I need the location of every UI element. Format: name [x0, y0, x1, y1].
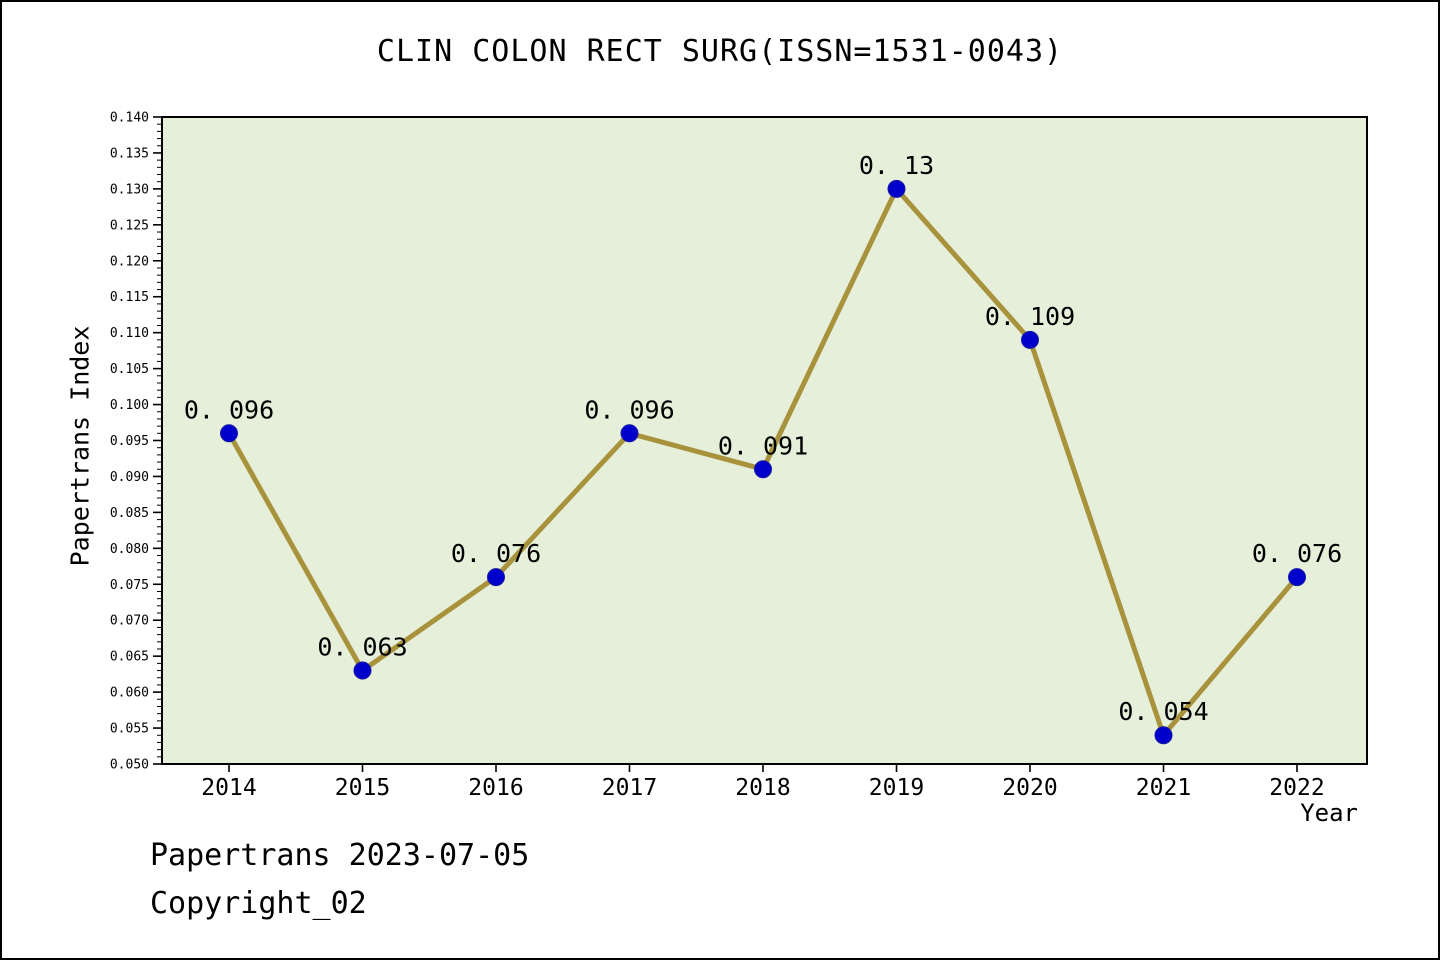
y-tick-label: 0.125 [110, 218, 149, 233]
y-tick-label: 0.135 [110, 146, 149, 161]
data-point [487, 568, 505, 587]
x-tick-label: 2021 [1136, 775, 1191, 801]
x-tick-label: 2014 [201, 775, 256, 801]
y-axis-title: Papertrans Index [65, 325, 95, 567]
y-tick-label: 0.100 [110, 398, 149, 413]
data-point [620, 424, 639, 443]
y-tick-label: 0.095 [110, 434, 149, 449]
data-point-label: 0. 096 [584, 395, 674, 424]
data-point-label: 0. 063 [317, 633, 407, 662]
data-point-label: 0. 076 [1252, 539, 1342, 568]
data-point [1021, 330, 1039, 349]
y-tick-label: 0.115 [110, 290, 149, 305]
y-tick-label: 0.105 [110, 362, 149, 377]
data-point-label: 0. 091 [718, 431, 808, 460]
x-tick-label: 2017 [602, 775, 657, 801]
data-point-label: 0. 13 [859, 151, 934, 180]
y-tick-label: 0.055 [110, 722, 149, 737]
y-tick-label: 0.090 [110, 470, 149, 485]
y-tick-label: 0.140 [110, 111, 149, 126]
data-point-label: 0. 109 [985, 302, 1075, 331]
x-tick-label: 2015 [335, 775, 390, 801]
footer-copyright: Copyright_02 [150, 886, 367, 921]
data-point-label: 0. 076 [451, 539, 541, 568]
y-tick-label: 0.080 [110, 542, 149, 557]
data-point [220, 424, 238, 443]
data-point [1288, 568, 1306, 587]
data-point [754, 460, 772, 479]
y-tick-label: 0.130 [110, 182, 149, 197]
data-point-label: 0. 054 [1118, 697, 1208, 726]
chart-title: CLIN COLON RECT SURG(ISSN=1531-0043) [376, 34, 1064, 69]
y-tick-label: 0.060 [110, 686, 149, 701]
data-point [887, 179, 906, 198]
y-tick-label: 0.110 [110, 326, 149, 341]
footer-date: Papertrans 2023-07-05 [150, 838, 530, 873]
y-tick-label: 0.050 [110, 758, 149, 773]
x-tick-label: 2020 [1002, 775, 1057, 801]
x-axis-title: Year [1300, 799, 1358, 827]
x-tick-label: 2018 [735, 775, 790, 801]
x-tick-label: 2022 [1269, 775, 1324, 801]
y-tick-label: 0.070 [110, 614, 149, 629]
plot-area [161, 116, 1368, 765]
data-point-label: 0. 096 [184, 395, 274, 424]
y-tick-label: 0.085 [110, 506, 149, 521]
y-tick-label: 0.075 [110, 578, 149, 593]
data-point [353, 661, 372, 680]
x-tick-label: 2016 [468, 775, 523, 801]
y-tick-label: 0.065 [110, 650, 149, 665]
x-tick-label: 2019 [869, 775, 924, 801]
y-tick-label: 0.120 [110, 254, 149, 269]
data-point [1154, 726, 1173, 745]
